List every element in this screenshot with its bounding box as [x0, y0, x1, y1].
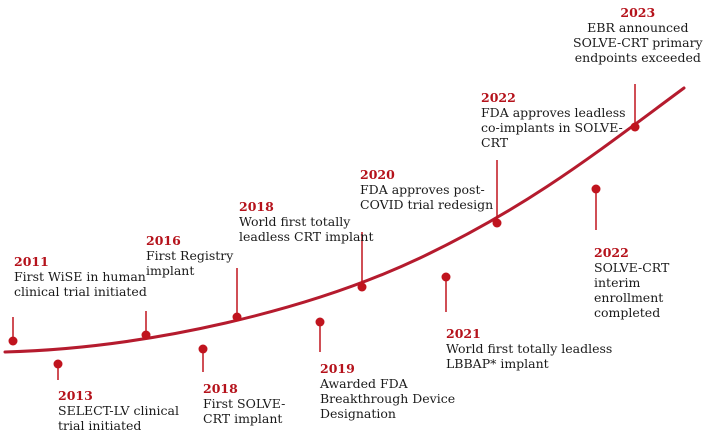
event-year: 2023	[620, 5, 656, 20]
event-text: First WiSE in human clinical trial initi…	[14, 269, 147, 299]
event-year: 2018	[203, 381, 238, 396]
event-text: First Registry implant	[146, 248, 234, 278]
event-text: SELECT-LV clinical trial initiated	[58, 403, 179, 433]
marker-2021	[441, 272, 451, 312]
event-text: FDA approves post- COVID trial redesign	[360, 182, 494, 212]
event-text: World first totally leadless LBBAP* impl…	[446, 341, 613, 371]
marker-2016	[141, 311, 151, 340]
event-2018a: 2018 First SOLVE- CRT implant	[203, 381, 285, 426]
timeline-curve	[3, 86, 686, 354]
event-2013: 2013 SELECT-LV clinical trial initiated	[58, 388, 179, 433]
event-2020: 2020 FDA approves post- COVID trial rede…	[360, 167, 493, 212]
marker-2019	[315, 317, 325, 352]
event-text: SOLVE-CRT interim enrollment completed	[594, 260, 670, 320]
marker-2023	[630, 84, 640, 132]
event-text: EBR announced SOLVE-CRT primary endpoint…	[573, 20, 703, 65]
marker-2018a	[198, 344, 208, 372]
event-2023: 2023 EBR announced SOLVE-CRT primary end…	[573, 5, 703, 65]
event-2022a: 2022 FDA approves leadless co-implants i…	[481, 90, 626, 150]
event-2022b: 2022 SOLVE-CRT interim enrollment comple…	[594, 245, 719, 320]
marker-2022b	[591, 184, 601, 230]
event-year: 2013	[58, 388, 93, 403]
marker-2020	[357, 232, 367, 292]
event-text: World first totally leadless CRT implant	[239, 214, 374, 244]
event-year: 2018	[239, 199, 274, 214]
marker-2011	[8, 317, 18, 346]
event-year: 2021	[446, 326, 481, 341]
event-year: 2022	[481, 90, 516, 105]
event-year: 2019	[320, 361, 355, 376]
event-text: Awarded FDA Breakthrough Device Designat…	[320, 376, 456, 421]
event-year: 2020	[360, 167, 395, 182]
marker-2022a	[492, 160, 502, 228]
event-2011: 2011 First WiSE in human clinical trial …	[14, 254, 147, 299]
event-2019: 2019 Awarded FDA Breakthrough Device Des…	[320, 361, 455, 421]
event-year: 2022	[594, 245, 629, 260]
event-2016: 2016 First Registry implant	[146, 233, 233, 278]
event-year: 2016	[146, 233, 181, 248]
marker-2013	[53, 359, 63, 380]
event-2021: 2021 World first totally leadless LBBAP*…	[446, 326, 612, 371]
event-text: FDA approves leadless co-implants in SOL…	[481, 105, 626, 150]
event-text: First SOLVE- CRT implant	[203, 396, 286, 426]
event-2018b: 2018 World first totally leadless CRT im…	[239, 199, 374, 244]
event-year: 2011	[14, 254, 49, 269]
marker-2018b	[232, 268, 242, 322]
